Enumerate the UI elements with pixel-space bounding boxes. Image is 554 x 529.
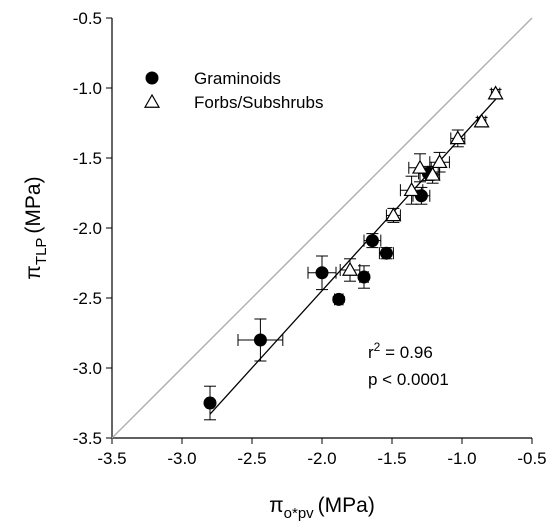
x-label-subscript: o*pv: [284, 505, 315, 522]
y-tick-label: -2.0: [73, 219, 102, 238]
x-axis-label: πo*pv (MPa): [269, 494, 375, 522]
y-tick-label: -3.5: [73, 429, 102, 448]
y-tick-label: -1.5: [73, 149, 102, 168]
point: [449, 130, 466, 145]
x-tick-label: -0.5: [517, 449, 546, 468]
x-label-symbol: π: [269, 494, 284, 517]
p-annotation: p < 0.0001: [368, 370, 449, 389]
x-tick-label: -1.0: [447, 449, 476, 468]
r2-annotation: r2 = 0.96: [368, 340, 433, 362]
point: [411, 159, 429, 174]
point: [341, 261, 359, 276]
legend-marker: [145, 71, 159, 85]
x-tick-label: -3.0: [167, 449, 196, 468]
point: [365, 234, 379, 248]
identity-line: [111, 17, 533, 439]
y-tick-label: -2.5: [73, 289, 102, 308]
point: [424, 166, 441, 181]
point: [332, 292, 346, 306]
legend-marker: [143, 93, 161, 108]
x-tick-label: -2.0: [307, 449, 336, 468]
y-label-symbol: π: [22, 265, 45, 280]
x-tick-label: -3.5: [97, 449, 126, 468]
legend-label: Graminoids: [194, 69, 281, 88]
y-tick-label: -3.0: [73, 359, 102, 378]
point: [379, 246, 393, 260]
r-value: = 0.96: [380, 343, 432, 362]
point: [315, 266, 329, 280]
legend-label: Forbs/Subshrubs: [194, 93, 323, 112]
x-tick-label: -1.5: [377, 449, 406, 468]
y-label-subscript: TLP: [33, 238, 50, 266]
y-label-unit: (MPa): [22, 176, 45, 233]
point: [357, 270, 371, 284]
point: [414, 189, 428, 203]
point: [385, 207, 402, 222]
regression-line: [209, 97, 498, 415]
r-symbol: r: [368, 343, 374, 362]
y-axis-label: πTLP (MPa): [22, 176, 50, 279]
point: [487, 85, 504, 100]
point: [403, 181, 420, 197]
x-label-unit: (MPa): [318, 494, 375, 517]
y-tick-label: -0.5: [73, 9, 102, 28]
point: [203, 396, 217, 410]
point: [431, 153, 448, 169]
y-tick-label: -1.0: [73, 79, 102, 98]
x-tick-label: -2.5: [237, 449, 266, 468]
point: [253, 333, 267, 347]
r-sup: 2: [374, 340, 381, 354]
point: [473, 113, 490, 128]
